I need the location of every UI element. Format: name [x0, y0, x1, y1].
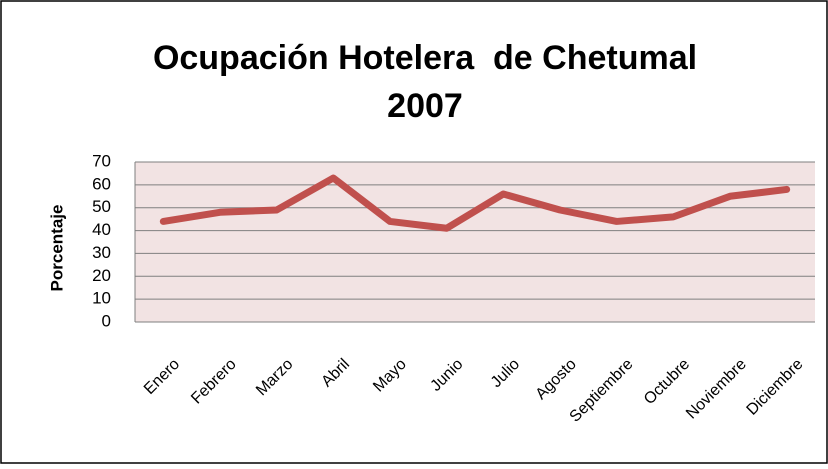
chart-title: Ocupación Hotelera de Chetumal [153, 39, 697, 77]
y-tick-label: 20 [92, 266, 111, 285]
data-line [159, 174, 791, 232]
plot-area [135, 162, 815, 322]
y-tick-label: 30 [92, 243, 111, 262]
chart-title: 2007 [387, 87, 463, 125]
y-axis-label: Porcentaje [47, 205, 66, 292]
y-tick-label: 70 [92, 151, 111, 170]
y-tick-label: 60 [92, 174, 111, 193]
y-tick-label: 0 [102, 311, 111, 330]
y-tick-label: 40 [92, 220, 111, 239]
y-tick-label: 50 [92, 197, 111, 216]
y-tick-label: 10 [92, 289, 111, 308]
